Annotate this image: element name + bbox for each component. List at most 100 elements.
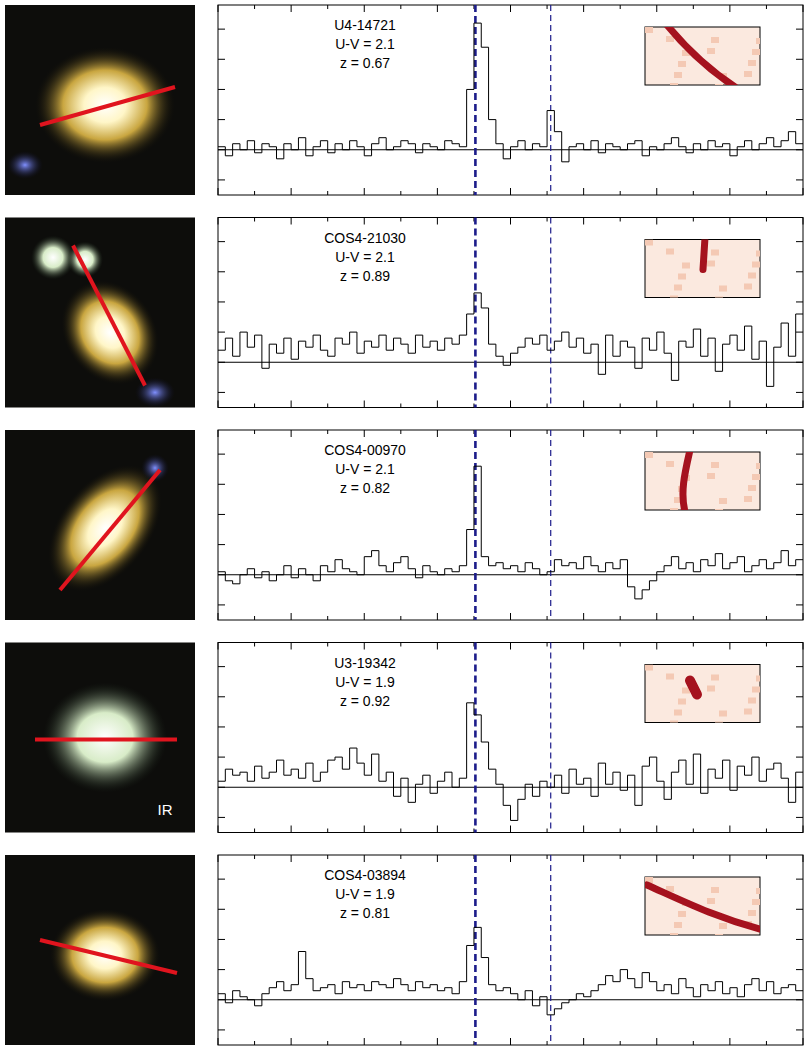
step-riser [422,335,423,347]
spectrum-bin [671,380,678,381]
spectrum-bin [298,341,305,342]
spectrum-bin [620,969,627,970]
y-tick [796,514,803,515]
step-riser [729,563,730,569]
inset-noise [752,474,760,480]
spectrum-bin [284,990,291,991]
x-tick [400,855,401,859]
spectrum-bin [342,568,349,569]
inset-trace [703,240,705,270]
spectrum-panel: COS4-03894U-V = 1.9z = 0.81 [218,855,803,1045]
spectrum-bin [642,766,649,767]
step-riser [232,769,233,775]
step-riser [583,557,584,569]
spectrum-bin [796,143,803,144]
step-riser [430,566,431,572]
x-tick [620,829,621,833]
inset-noise [711,37,719,43]
y-tick [218,514,225,515]
inset-content [645,665,760,723]
step-riser [781,988,782,994]
x-tick [583,218,584,225]
x-tick [766,5,767,9]
spectrum-bin [671,772,678,773]
step-riser [371,754,372,775]
spectrum-bin [657,332,664,333]
x-tick [729,218,730,225]
step-riser [408,985,409,991]
spectrum-bin [693,143,700,144]
spectrum-bin [372,550,379,551]
slit [73,246,145,386]
spectrum-bin [328,152,335,153]
line-marker [550,5,551,195]
spectrum-bin [284,338,291,339]
spectrum-bin [269,987,276,988]
spectrum-bin [496,143,503,144]
spectrum-bin [649,981,656,982]
spectrum-bin [255,766,262,767]
step-riser [693,563,694,572]
spectrum [218,23,803,162]
inset-content [645,27,760,85]
spectrum-bin [240,996,247,997]
x-tick [547,191,548,195]
spectrum-bin [686,784,693,785]
step-riser [532,144,533,150]
step-riser [678,979,679,994]
spectrum-bin [350,571,357,572]
spectrum-bin [759,781,766,782]
step-riser [488,308,489,344]
inset-noise [748,60,756,66]
spectrum-bin [452,344,459,345]
spectrum-bin [664,799,671,800]
inset-noise [756,251,760,257]
inset-noise [715,934,723,935]
inset-noise [715,84,723,85]
step-riser [276,575,277,581]
spectrum-bin [525,990,532,991]
step-riser [393,338,394,350]
step-riser [547,997,548,1015]
step-riser [415,982,416,991]
step-riser [642,590,643,599]
spectrum-bin [730,335,737,336]
spectrum-bin [511,353,518,354]
step-riser [605,563,606,572]
step-riser [751,141,752,150]
spectrum-bin [225,1002,232,1003]
image-ground [5,643,195,833]
plot-frame [218,5,803,195]
spectrum-bin [233,143,240,144]
y-tick [218,939,225,940]
inset-noise [674,710,682,716]
spectrum-bin [701,149,708,150]
spectrum-bin [313,146,320,147]
image-ground [5,430,195,620]
step-riser [729,988,730,994]
spectrum-bin [372,347,379,348]
spectrum-bin [255,335,262,336]
step-riser [364,147,365,156]
spectrum-bin [788,356,795,357]
step-riser [598,985,599,991]
spectrum-bin [379,335,386,336]
galaxy-image [5,5,195,195]
line-marker [474,855,477,1045]
spectrum-bin [320,565,327,566]
step-riser [539,569,540,575]
spectrum-bin [320,987,327,988]
spectrum-bin [628,775,635,776]
step-riser [239,575,240,584]
spectrum-bin [401,984,408,985]
spectrum-bin [481,742,488,743]
spectrum-bin [481,957,488,958]
line-marker [474,5,477,195]
step-riser [715,769,716,778]
x-tick [510,401,511,408]
plot-frame [218,430,803,620]
step-riser [517,799,518,820]
spectrum-bin [730,987,737,988]
x-tick [218,430,219,437]
x-tick [547,616,548,620]
